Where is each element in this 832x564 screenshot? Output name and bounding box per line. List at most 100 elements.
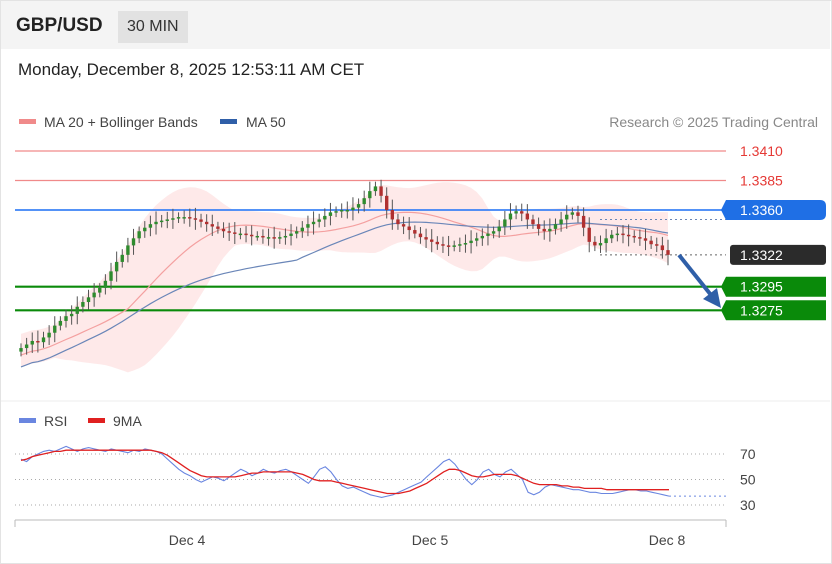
candle-body: [328, 212, 333, 216]
candle-body: [272, 237, 276, 239]
candle-body: [244, 233, 248, 236]
candle-body: [317, 219, 321, 222]
candle-body: [30, 340, 34, 345]
legend-rsi-ma-label: 9MA: [113, 413, 142, 429]
forecast-arrow-head: [703, 288, 721, 308]
candle-body: [638, 237, 642, 239]
candle-body: [249, 234, 254, 237]
candle-body: [396, 219, 400, 225]
candle-body: [536, 224, 541, 229]
candle-body: [221, 228, 226, 232]
legend-rsi-ma-swatch: [88, 418, 105, 423]
candle-body: [339, 210, 344, 212]
candle-body: [148, 224, 153, 228]
candle-body: [407, 226, 411, 231]
candle-body: [182, 217, 186, 219]
candle-body: [294, 231, 299, 234]
candle-body: [188, 217, 192, 219]
ma50-line: [20, 221, 669, 368]
candle-body: [53, 325, 57, 333]
candle-body: [255, 235, 259, 238]
candle-body: [227, 231, 231, 233]
rsi-tick-label: 50: [740, 472, 756, 488]
legend-ma20-swatch: [19, 119, 36, 124]
candle-body: [390, 210, 395, 220]
timestamp: Monday, December 8, 2025 12:53:11 AM CET: [18, 60, 365, 79]
candle-body: [542, 228, 546, 232]
candle-body: [351, 207, 355, 210]
candle-body: [458, 244, 462, 246]
candle-body: [278, 237, 282, 239]
candle-body: [356, 204, 361, 208]
candle-body: [373, 186, 378, 192]
candle-body: [553, 224, 558, 229]
candle-body: [92, 292, 96, 298]
candle-body: [581, 215, 586, 228]
candle-body: [154, 221, 158, 225]
candle-body: [204, 221, 209, 225]
candle-body: [109, 271, 113, 281]
last-price-tag: [730, 244, 826, 265]
candle-body: [64, 316, 68, 321]
currency-pair: GBP/USD: [16, 15, 103, 36]
candle-body: [171, 218, 175, 220]
candle-body: [531, 219, 535, 225]
rsi-plot: 70 50 30: [15, 445, 756, 513]
candle-body: [430, 239, 434, 242]
candle-body: [514, 211, 518, 214]
candle-body: [24, 344, 29, 349]
candle-body: [58, 320, 63, 326]
candle-body: [334, 211, 338, 213]
legend-ma20-label: MA 20 + Bollinger Bands: [44, 114, 198, 130]
rsi-line: [20, 445, 670, 498]
candle-body: [176, 217, 181, 219]
candle-body: [261, 235, 265, 238]
candle-body: [587, 227, 591, 242]
candle-body: [525, 213, 530, 220]
candle-body: [368, 191, 372, 199]
candle-body: [576, 212, 580, 216]
rsi-tick-label: 30: [740, 497, 756, 513]
candle-body: [610, 234, 614, 239]
candle-body: [143, 227, 147, 232]
legend-ma50-label: MA 50: [246, 114, 286, 130]
candle-body: [632, 235, 636, 238]
candle-body: [47, 332, 51, 338]
candle-body: [19, 348, 23, 352]
candle-body: [548, 228, 552, 232]
candle-body: [520, 211, 524, 214]
candle-body: [81, 302, 85, 307]
candle-body: [36, 340, 40, 343]
candle-body: [491, 231, 496, 234]
candle-body: [469, 240, 473, 244]
candle-body: [621, 233, 625, 236]
legend-ma50-swatch: [220, 119, 237, 124]
candle-body: [497, 226, 501, 232]
chart-header: GBP/USD 30 MIN: [1, 1, 830, 49]
rsi-ma-line: [20, 449, 669, 495]
candle-body: [486, 233, 490, 236]
candle-body: [75, 306, 79, 314]
candle-body: [598, 243, 603, 246]
candle-body: [503, 219, 507, 227]
candle-body: [137, 231, 141, 239]
research-credit: Research © 2025 Trading Central: [609, 114, 818, 130]
price-plot: 1.3410 1.3385 1.3360 1.3322 1.3295 1.3275: [15, 143, 826, 373]
timeframe-button[interactable]: 30 MIN: [118, 11, 188, 43]
candle-body: [300, 227, 304, 232]
candle-body: [570, 212, 575, 215]
candle-body: [385, 195, 389, 210]
candle-body: [475, 238, 479, 241]
candle-body: [649, 240, 653, 245]
candle-body: [103, 280, 108, 288]
x-tick-label: Dec 8: [649, 532, 686, 548]
resistance-label: 1.3385: [740, 173, 783, 189]
candle-body: [666, 250, 670, 255]
candle-body: [159, 220, 164, 223]
candle-body: [266, 237, 271, 239]
candle-body: [626, 234, 631, 237]
support-tag: [721, 276, 826, 297]
candle-body: [463, 243, 468, 245]
candle-body: [126, 245, 130, 255]
